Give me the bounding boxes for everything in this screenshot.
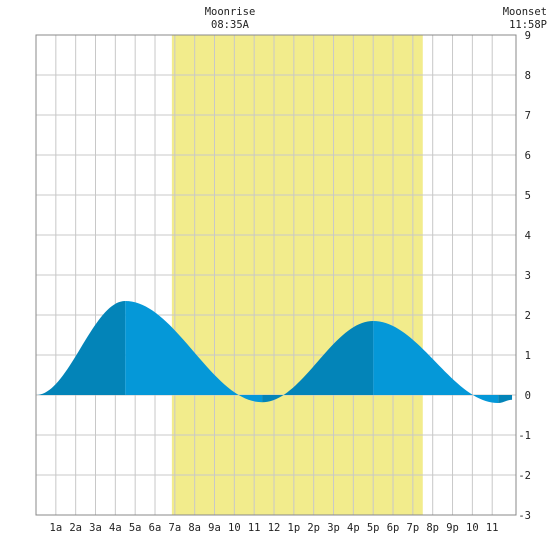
x-tick-label: 10 <box>228 522 241 534</box>
x-tick-label: 11 <box>248 522 261 534</box>
x-tick-label: 1a <box>50 522 63 534</box>
y-tick-label: 1 <box>525 350 531 362</box>
x-tick-label: 2a <box>69 522 82 534</box>
x-tick-label: 2p <box>307 522 320 534</box>
moonset-label: Moonset <box>503 6 547 18</box>
x-tick-label: 6p <box>387 522 400 534</box>
x-tick-label: 1p <box>288 522 301 534</box>
x-tick-label: 9a <box>208 522 221 534</box>
x-tick-label: 9p <box>446 522 459 534</box>
y-tick-label: 6 <box>525 150 531 162</box>
x-tick-label: 3p <box>327 522 340 534</box>
y-tick-label: 8 <box>525 70 531 82</box>
x-tick-label: 5a <box>129 522 142 534</box>
y-tick-label: 9 <box>525 30 531 42</box>
y-tick-label: -1 <box>518 430 531 442</box>
x-tick-label: 11 <box>486 522 499 534</box>
y-tick-label: 0 <box>525 390 531 402</box>
y-tick-label: 4 <box>525 230 531 242</box>
x-tick-label: 8a <box>188 522 201 534</box>
x-tick-label: 5p <box>367 522 380 534</box>
x-tick-label: 7a <box>169 522 182 534</box>
rising-tide-area <box>498 395 513 403</box>
moonrise-label: Moonrise <box>205 6 256 18</box>
x-tick-label: 8p <box>426 522 439 534</box>
y-tick-label: 3 <box>525 270 531 282</box>
y-tick-label: 5 <box>525 190 531 202</box>
moonrise-time: 08:35A <box>211 19 250 31</box>
y-tick-label: -3 <box>518 510 531 522</box>
falling-tide-area <box>125 301 263 403</box>
moonset-time: 11:58P <box>509 19 547 31</box>
x-tick-label: 6a <box>149 522 162 534</box>
y-tick-label: -2 <box>518 470 531 482</box>
x-tick-label: 4p <box>347 522 360 534</box>
x-tick-label: 3a <box>89 522 102 534</box>
falling-tide-area <box>373 321 499 403</box>
rising-tide-area <box>36 301 126 395</box>
rising-tide-area <box>262 321 374 403</box>
x-tick-label: 4a <box>109 522 122 534</box>
y-tick-label: 2 <box>525 310 531 322</box>
x-tick-label: 12 <box>268 522 281 534</box>
plot-frame <box>35 34 517 516</box>
y-tick-label: 7 <box>525 110 531 122</box>
x-tick-label: 7p <box>407 522 420 534</box>
x-tick-label: 10 <box>466 522 479 534</box>
